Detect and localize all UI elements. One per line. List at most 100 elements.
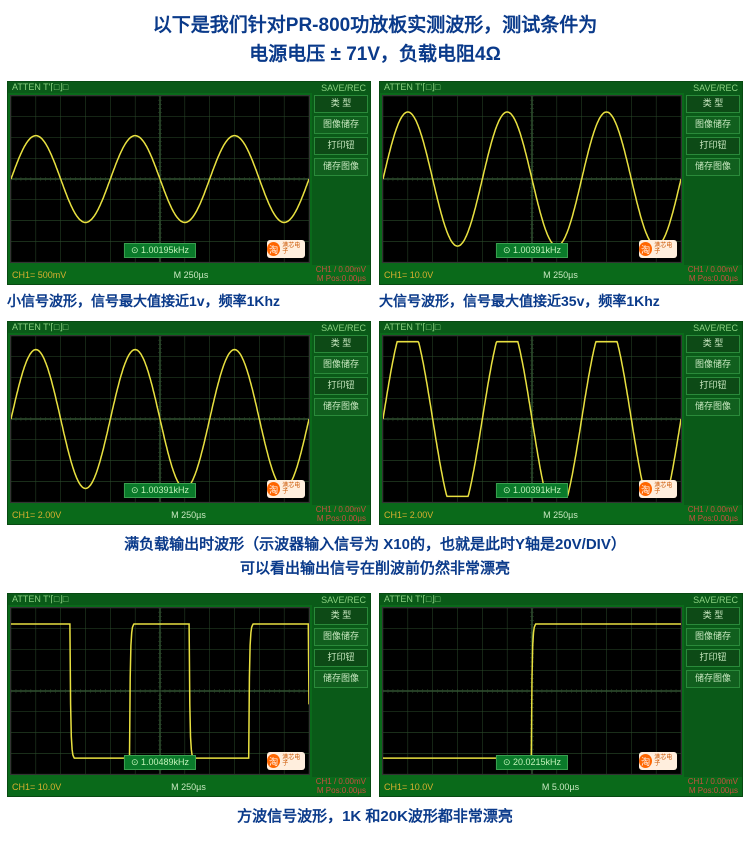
time-scale: M 250µs: [171, 510, 206, 520]
watermark-text: 港芯电子: [282, 483, 305, 495]
scope-bottom-bar: CH1= 10.0V M 250µs CH1 / 0.00mVM Pos:0.0…: [8, 777, 370, 796]
watermark-text: 港芯电子: [654, 755, 677, 767]
scope-bottom-bar: CH1= 2.00V M 250µs CH1 / 0.00mVM Pos:0.0…: [380, 505, 742, 524]
channel-scale: CH1= 2.00V: [384, 510, 433, 520]
scope-top-bar: ATTEN T'⌈□⌋□ SAVE/REC: [380, 82, 742, 93]
side-save-image-2: 储存图像: [314, 158, 368, 176]
scope-plot-area: ⊙ 20.0215kHz 淘 港芯电子: [382, 607, 682, 775]
frequency-readout: ⊙ 1.00391kHz: [124, 483, 196, 498]
oscilloscope-screenshot: ATTEN T'⌈□⌋□ SAVE/REC ⊙ 1.00391kHz 淘 港芯电…: [379, 81, 743, 285]
side-save-image: 图像储存: [686, 628, 740, 646]
scope-row-1: ATTEN T'⌈□⌋□ SAVE/REC ⊙ 1.00195kHz 淘 港芯电…: [6, 81, 744, 285]
watermark-text: 港芯电子: [654, 483, 677, 495]
side-save-image: 图像储存: [686, 356, 740, 374]
scope-top-bar: ATTEN T'⌈□⌋□ SAVE/REC: [380, 594, 742, 605]
scope-mode: SAVE/REC: [321, 83, 366, 93]
scope-brand: ATTEN T'⌈□⌋□: [384, 82, 440, 93]
scope-brand: ATTEN T'⌈□⌋□: [384, 322, 440, 333]
position-readout: CH1 / 0.00mVM Pos:0.00µs: [316, 266, 366, 284]
side-type-label: 类 型: [686, 95, 740, 113]
scope-mode: SAVE/REC: [321, 323, 366, 333]
scope-side-panel: 类 型 图像储存 打印钮 储存图像: [312, 93, 370, 265]
scope-plot-area: ⊙ 1.00391kHz 淘 港芯电子: [10, 335, 310, 503]
caption-row-1: 小信号波形，信号最大值接近1v，频率1Khz 大信号波形，信号最大值接近35v，…: [6, 291, 744, 311]
scope-side-panel: 类 型 图像储存 打印钮 储存图像: [684, 93, 742, 265]
scope-mode: SAVE/REC: [321, 595, 366, 605]
time-scale: M 250µs: [174, 270, 209, 280]
channel-scale: CH1= 2.00V: [12, 510, 61, 520]
taobao-icon: 淘: [639, 482, 652, 496]
channel-scale: CH1= 10.0V: [384, 270, 433, 280]
watermark-text: 港芯电子: [282, 755, 305, 767]
scope-row-3: ATTEN T'⌈□⌋□ SAVE/REC ⊙ 1.00489kHz 淘 港芯电…: [6, 593, 744, 797]
side-save-image-2: 储存图像: [686, 670, 740, 688]
oscilloscope-screenshot: ATTEN T'⌈□⌋□ SAVE/REC ⊙ 1.00489kHz 淘 港芯电…: [7, 593, 371, 797]
time-scale: M 5.00µs: [542, 782, 579, 792]
scope-bottom-bar: CH1= 10.0V M 250µs CH1 / 0.00mVM Pos:0.0…: [380, 265, 742, 284]
scope-top-bar: ATTEN T'⌈□⌋□ SAVE/REC: [380, 322, 742, 333]
side-type-label: 类 型: [686, 607, 740, 625]
oscilloscope-screenshot: ATTEN T'⌈□⌋□ SAVE/REC ⊙ 1.00391kHz 淘 港芯电…: [7, 321, 371, 525]
frequency-readout: ⊙ 1.00489kHz: [124, 755, 196, 770]
taobao-icon: 淘: [267, 754, 280, 768]
frequency-readout: ⊙ 1.00391kHz: [496, 483, 568, 498]
side-type-label: 类 型: [314, 607, 368, 625]
side-print-btn: 打印钮: [314, 377, 368, 395]
frequency-readout: ⊙ 20.0215kHz: [496, 755, 568, 770]
side-print-btn: 打印钮: [686, 137, 740, 155]
caption-1-right: 大信号波形，信号最大值接近35v，频率1Khz: [379, 291, 743, 311]
watermark-badge: 淘 港芯电子: [639, 752, 677, 770]
watermark-badge: 淘 港芯电子: [267, 240, 305, 258]
scope-plot-area: ⊙ 1.00489kHz 淘 港芯电子: [10, 607, 310, 775]
side-save-image: 图像储存: [686, 116, 740, 134]
caption-1-left: 小信号波形，信号最大值接近1v，频率1Khz: [7, 291, 371, 311]
time-scale: M 250µs: [171, 782, 206, 792]
side-save-image: 图像储存: [314, 116, 368, 134]
side-save-image-2: 储存图像: [686, 398, 740, 416]
channel-scale: CH1= 10.0V: [384, 782, 433, 792]
side-print-btn: 打印钮: [686, 377, 740, 395]
watermark-text: 港芯电子: [654, 243, 677, 255]
oscilloscope-screenshot: ATTEN T'⌈□⌋□ SAVE/REC ⊙ 20.0215kHz 淘 港芯电…: [379, 593, 743, 797]
scope-mode: SAVE/REC: [693, 323, 738, 333]
scope-bottom-bar: CH1= 2.00V M 250µs CH1 / 0.00mVM Pos:0.0…: [8, 505, 370, 524]
main-header: 以下是我们针对PR-800功放板实测波形，测试条件为 电源电压 ± 71V，负载…: [6, 12, 744, 69]
scope-plot-area: ⊙ 1.00391kHz 淘 港芯电子: [382, 95, 682, 263]
scope-brand: ATTEN T'⌈□⌋□: [12, 594, 68, 605]
scope-brand: ATTEN T'⌈□⌋□: [384, 594, 440, 605]
header-line-1: 以下是我们针对PR-800功放板实测波形，测试条件为: [6, 12, 744, 41]
scope-mode: SAVE/REC: [693, 83, 738, 93]
scope-side-panel: 类 型 图像储存 打印钮 储存图像: [684, 333, 742, 505]
taobao-icon: 淘: [639, 754, 652, 768]
watermark-badge: 淘 港芯电子: [639, 240, 677, 258]
channel-scale: CH1= 10.0V: [12, 782, 61, 792]
channel-scale: CH1= 500mV: [12, 270, 66, 280]
taobao-icon: 淘: [267, 242, 280, 256]
scope-side-panel: 类 型 图像储存 打印钮 储存图像: [312, 605, 370, 777]
time-scale: M 250µs: [543, 510, 578, 520]
oscilloscope-screenshot: ATTEN T'⌈□⌋□ SAVE/REC ⊙ 1.00195kHz 淘 港芯电…: [7, 81, 371, 285]
scope-plot-area: ⊙ 1.00391kHz 淘 港芯电子: [382, 335, 682, 503]
watermark-badge: 淘 港芯电子: [267, 480, 305, 498]
side-save-image-2: 储存图像: [314, 398, 368, 416]
scope-brand: ATTEN T'⌈□⌋□: [12, 82, 68, 93]
watermark-text: 港芯电子: [282, 243, 305, 255]
scope-plot-area: ⊙ 1.00195kHz 淘 港芯电子: [10, 95, 310, 263]
scope-top-bar: ATTEN T'⌈□⌋□ SAVE/REC: [8, 594, 370, 605]
position-readout: CH1 / 0.00mVM Pos:0.00µs: [316, 778, 366, 796]
caption-row-2: 满负载输出时波形（示波器输入信号为 X10的，也就是此时Y轴是20V/DIV）可…: [6, 533, 744, 581]
watermark-badge: 淘 港芯电子: [267, 752, 305, 770]
caption-row-3: 方波信号波形，1K 和20K波形都非常漂亮: [6, 805, 744, 829]
scope-bottom-bar: CH1= 500mV M 250µs CH1 / 0.00mVM Pos:0.0…: [8, 265, 370, 284]
scope-row-2: ATTEN T'⌈□⌋□ SAVE/REC ⊙ 1.00391kHz 淘 港芯电…: [6, 321, 744, 525]
side-type-label: 类 型: [686, 335, 740, 353]
scope-bottom-bar: CH1= 10.0V M 5.00µs CH1 / 0.00mVM Pos:0.…: [380, 777, 742, 796]
watermark-badge: 淘 港芯电子: [639, 480, 677, 498]
position-readout: CH1 / 0.00mVM Pos:0.00µs: [688, 778, 738, 796]
side-print-btn: 打印钮: [314, 649, 368, 667]
scope-brand: ATTEN T'⌈□⌋□: [12, 322, 68, 333]
frequency-readout: ⊙ 1.00391kHz: [496, 243, 568, 258]
scope-mode: SAVE/REC: [693, 595, 738, 605]
side-save-image: 图像储存: [314, 356, 368, 374]
side-save-image: 图像储存: [314, 628, 368, 646]
